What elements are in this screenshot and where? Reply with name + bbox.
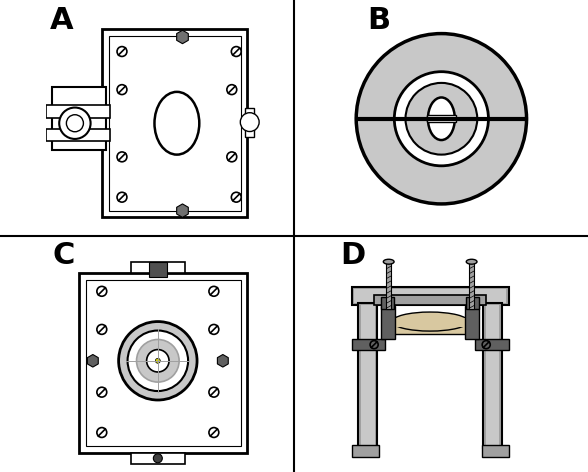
- Bar: [359, 303, 377, 448]
- Polygon shape: [176, 204, 188, 218]
- Ellipse shape: [428, 97, 455, 140]
- Bar: [352, 287, 509, 305]
- Bar: [131, 453, 185, 464]
- Bar: [483, 303, 502, 448]
- Ellipse shape: [466, 259, 477, 264]
- Circle shape: [356, 34, 526, 204]
- Bar: [381, 297, 395, 309]
- Circle shape: [406, 83, 477, 155]
- Text: A: A: [50, 6, 74, 35]
- Bar: [352, 339, 385, 350]
- Bar: [361, 305, 375, 446]
- Bar: [109, 36, 240, 211]
- Bar: [482, 445, 509, 457]
- Circle shape: [155, 358, 161, 363]
- Bar: [46, 129, 109, 141]
- Bar: [86, 280, 240, 446]
- Circle shape: [136, 339, 179, 382]
- Bar: [475, 339, 509, 350]
- Bar: [102, 29, 248, 218]
- Text: B: B: [368, 6, 390, 35]
- Bar: [245, 108, 254, 137]
- Circle shape: [59, 108, 91, 139]
- Bar: [427, 115, 456, 122]
- Circle shape: [240, 113, 259, 132]
- Bar: [381, 306, 395, 339]
- Circle shape: [66, 115, 83, 132]
- Polygon shape: [218, 354, 228, 367]
- Bar: [469, 262, 474, 309]
- Bar: [149, 262, 167, 277]
- Polygon shape: [176, 30, 188, 44]
- Bar: [79, 273, 248, 453]
- Circle shape: [146, 350, 169, 372]
- Bar: [392, 321, 468, 334]
- Bar: [392, 318, 468, 327]
- Bar: [352, 445, 379, 457]
- Bar: [486, 305, 499, 446]
- Bar: [354, 289, 506, 303]
- Bar: [374, 295, 486, 305]
- Bar: [46, 105, 109, 118]
- Ellipse shape: [155, 92, 199, 155]
- Circle shape: [395, 72, 489, 166]
- Circle shape: [153, 454, 162, 463]
- Text: D: D: [340, 241, 366, 270]
- Bar: [466, 297, 479, 309]
- Circle shape: [128, 330, 188, 391]
- Bar: [386, 262, 391, 309]
- Text: C: C: [52, 241, 75, 270]
- Ellipse shape: [383, 259, 394, 264]
- Bar: [465, 306, 479, 339]
- Bar: [52, 87, 106, 150]
- Ellipse shape: [392, 312, 468, 331]
- Polygon shape: [88, 354, 98, 367]
- Bar: [131, 262, 185, 273]
- Circle shape: [119, 321, 197, 400]
